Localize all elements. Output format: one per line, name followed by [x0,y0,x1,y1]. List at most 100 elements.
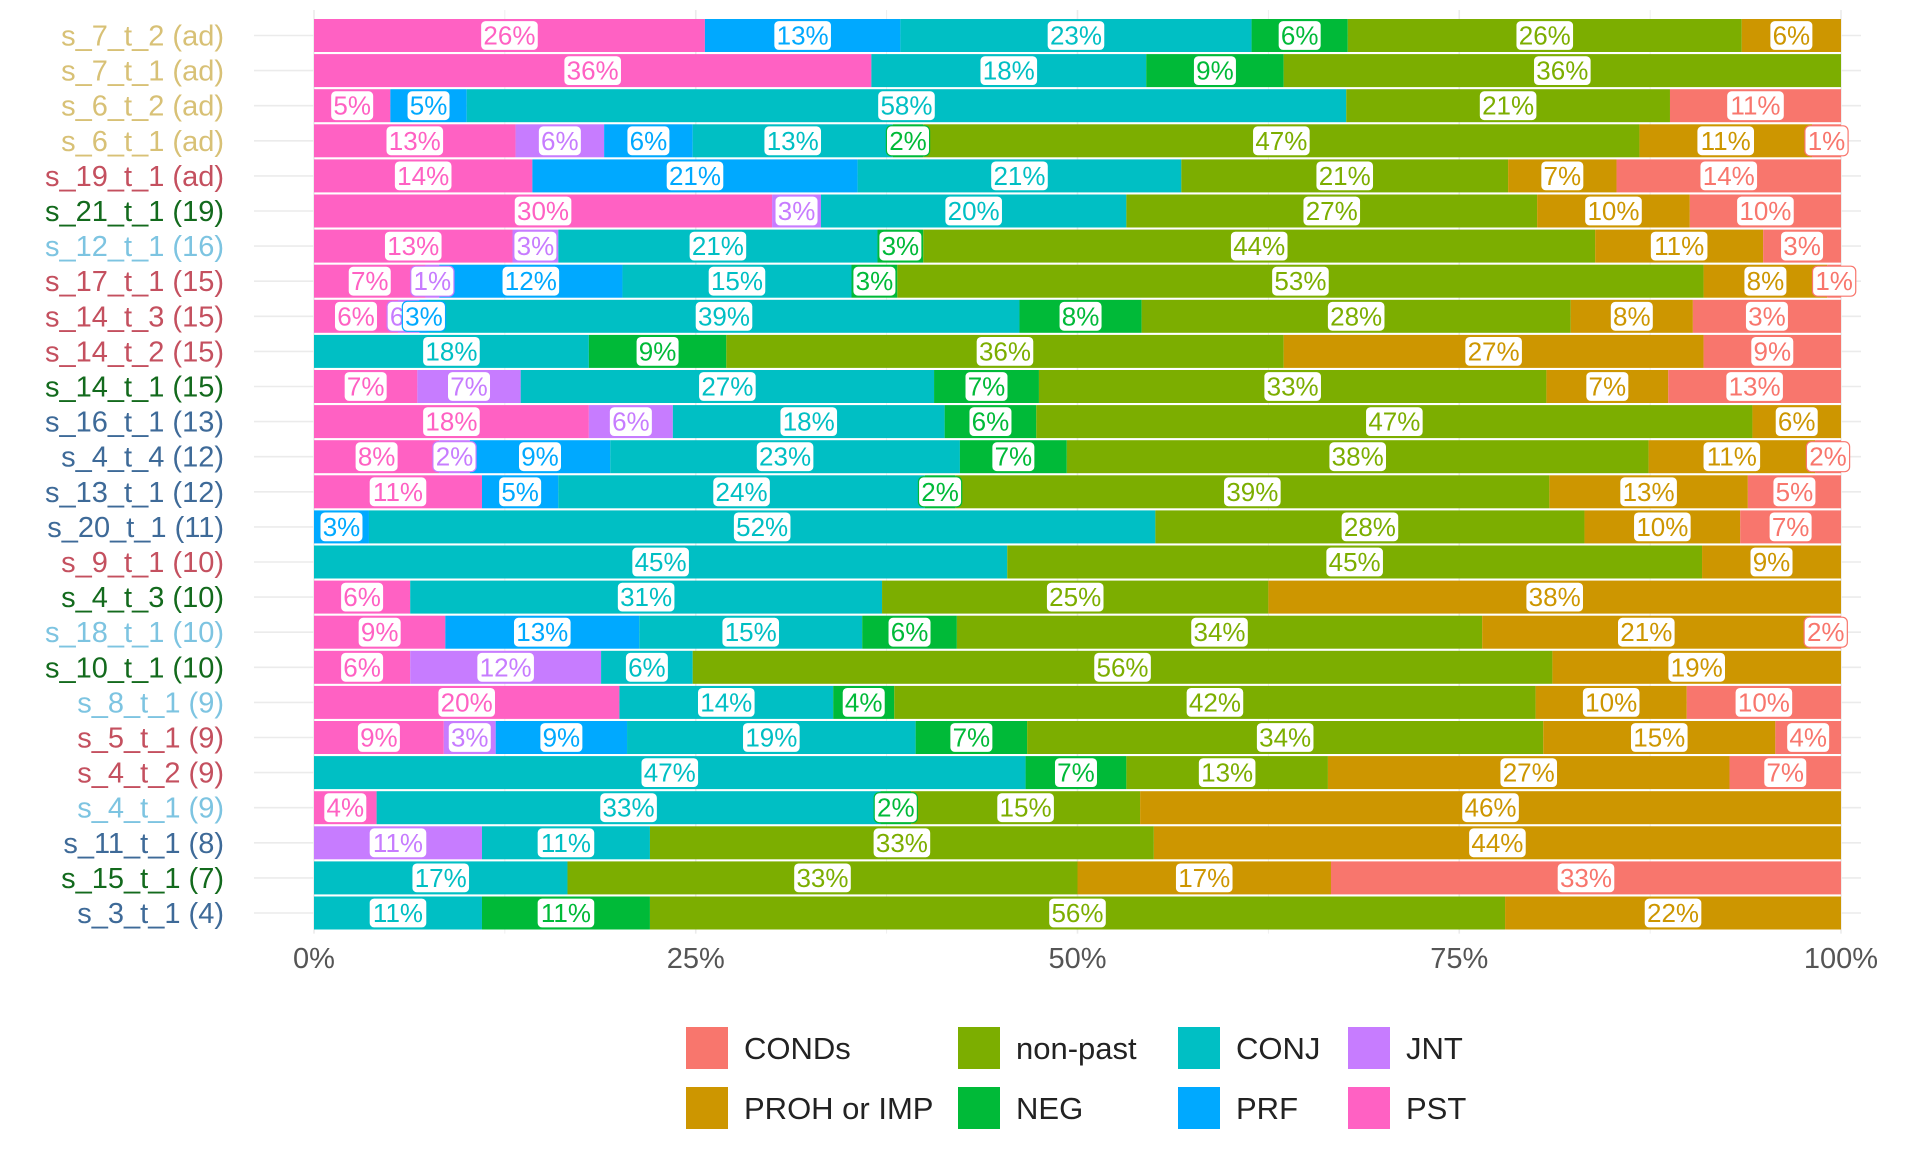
data-label-text: 10% [1585,687,1637,717]
data-label-box [537,125,583,157]
data-label-box [1263,370,1323,403]
data-label: 33% [1556,862,1616,894]
data-label-box [347,265,392,297]
data-label: 45% [1325,546,1385,578]
data-label-text: 9% [361,617,399,647]
data-label-box [329,90,375,122]
data-label: 7% [1768,511,1813,543]
data-label: 7% [991,441,1036,473]
data-label: 6% [333,300,379,332]
y-tick-label: s_12_t_1 (16) [45,231,224,263]
data-label-box [339,581,385,613]
data-label-box [1478,90,1538,122]
data-label-box [1735,195,1795,227]
data-label-text: 44% [1233,231,1285,261]
data-label-box [539,721,584,754]
data-label-box [1053,756,1099,789]
data-label: 33% [1263,370,1323,403]
data-label-box [626,125,671,157]
x-tick-label: 25% [667,943,725,975]
data-label: 44% [1467,827,1527,859]
data-label: 14% [696,686,756,719]
data-label: 11% [1649,230,1709,262]
data-label: 7% [1585,370,1630,403]
data-label-box [1702,441,1762,473]
data-label-box [1326,300,1386,332]
data-label: 17% [1174,862,1234,894]
x-tick-label: 0% [293,943,335,975]
data-label: 4% [1785,721,1831,754]
data-label-text: 10% [1636,512,1688,542]
data-label-text: 15% [725,617,777,647]
data-label: 13% [385,125,445,157]
data-label: 5% [329,90,375,122]
data-label: 5% [406,90,451,122]
data-label-text: 24% [716,477,768,507]
data-label-box [1461,792,1521,824]
data-label: 36% [1532,54,1592,87]
data-label-text: 10% [1738,687,1790,717]
data-label-box [964,370,1009,403]
data-label-text: 11% [373,477,423,507]
data-label: 11% [1702,441,1762,473]
data-label-box [368,827,428,859]
data-label-text: 42% [1189,687,1241,717]
data-label-box [1779,230,1825,262]
data-label-text: 3% [778,196,816,226]
data-label-box [852,265,897,297]
data-label-box [1763,756,1808,789]
data-label: 39% [1222,476,1282,508]
data-label-box [339,651,385,683]
y-tick-label: s_8_t_1 (9) [77,687,224,719]
data-label-text: 7% [953,723,991,753]
data-label-text: 9% [543,723,581,753]
data-label-box [354,441,399,473]
y-tick-label: s_7_t_2 (ad) [61,21,224,53]
data-label-box [1667,651,1727,683]
data-label-text: 6% [891,617,929,647]
data-label-box [885,125,931,157]
data-label-text: 19% [745,723,797,753]
data-label-text: 21% [1319,161,1371,191]
legend-item: JNT [1348,1027,1463,1069]
data-label-text: 34% [1193,617,1245,647]
y-tick-label: s_4_t_1 (9) [77,793,224,825]
data-label-box [319,511,364,543]
data-label: 53% [1270,265,1330,297]
data-label-text: 2% [1809,442,1847,472]
data-label: 6% [339,651,385,683]
data-label-box [368,476,428,508]
data-label: 11% [536,897,596,929]
data-label: 8% [1058,300,1103,332]
data-label-box [512,616,572,648]
data-label-box [513,230,558,262]
data-label-box [1540,160,1585,192]
data-label-box [996,792,1056,824]
data-label: 6% [608,406,654,438]
data-label-box [841,686,886,719]
data-label-text: 27% [1468,336,1520,366]
data-label-text: 5% [333,91,371,121]
data-label-text: 36% [979,336,1031,366]
data-label-box [1315,160,1375,192]
data-label-box [1325,546,1385,578]
data-label-box [1464,335,1524,367]
data-label: 8% [354,441,399,473]
data-label-box [343,370,388,403]
data-label: 18% [979,54,1039,87]
data-label-box [873,792,918,824]
data-label-box [1255,721,1315,754]
y-tick-label: s_14_t_1 (15) [45,372,224,404]
data-label: 4% [841,686,886,719]
data-label-text: 6% [337,301,375,331]
data-label-box [1515,19,1575,52]
data-label-text: 9% [360,723,398,753]
data-label-box [1185,686,1245,719]
data-label-box [536,827,596,859]
data-label: 2% [1805,441,1851,473]
data-label-text: 26% [1519,21,1571,51]
y-tick-label: s_13_t_1 (12) [45,477,224,509]
legend-label: CONJ [1236,1031,1320,1066]
data-label: 38% [1328,441,1388,473]
data-label-text: 26% [483,21,535,51]
